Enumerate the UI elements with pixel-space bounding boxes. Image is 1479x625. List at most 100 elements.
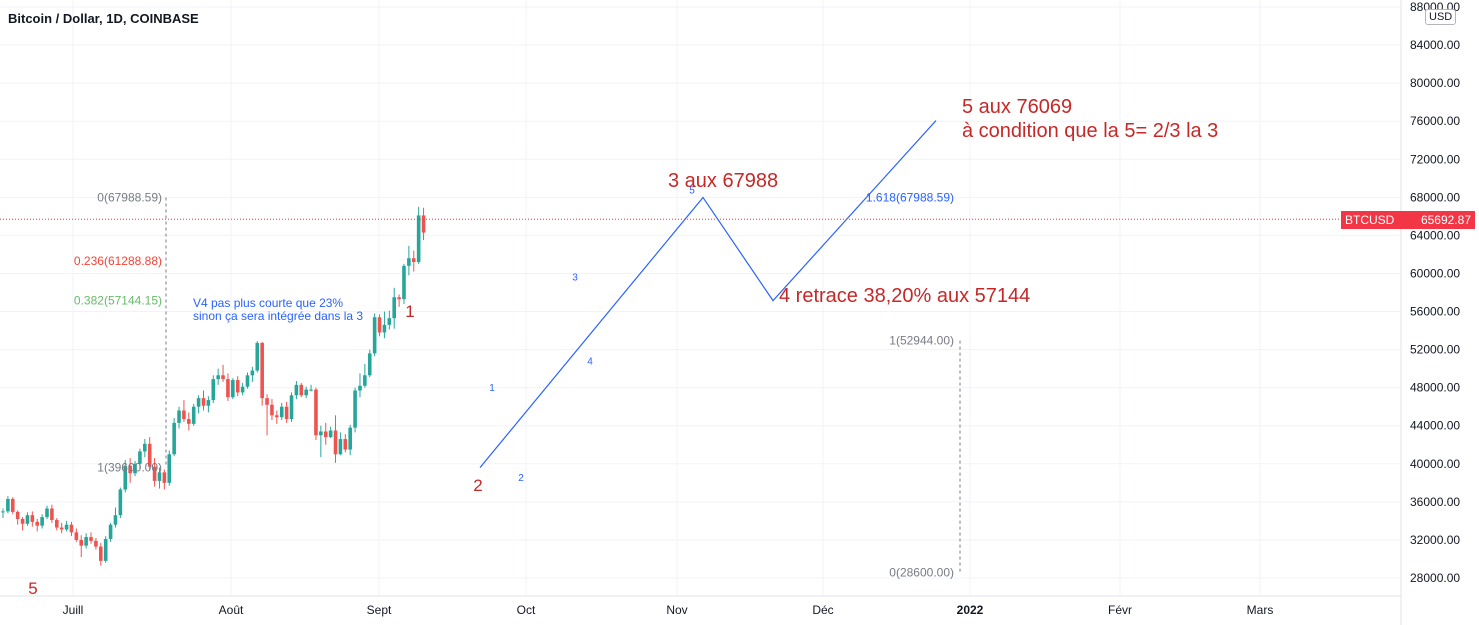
x-tick-label: Nov: [666, 603, 687, 617]
candle-body: [416, 215, 421, 263]
fib-extension-label: 1(52944.00): [889, 334, 954, 348]
candle-body: [314, 389, 318, 436]
x-tick-label: Août: [219, 603, 244, 617]
candle-body: [94, 540, 98, 547]
y-tick-label: 56000.00: [1410, 305, 1460, 319]
candle-body: [402, 265, 406, 300]
candle-body: [123, 465, 128, 490]
candle-body: [25, 515, 30, 524]
candle-body: [240, 386, 245, 393]
x-tick-label: Déc: [812, 603, 833, 617]
candle-body: [133, 463, 137, 474]
y-tick-label: 32000.00: [1410, 533, 1460, 547]
candle-body: [343, 439, 348, 450]
candle-body: [348, 427, 352, 450]
candle-body: [289, 395, 294, 420]
candle-body: [74, 532, 79, 540]
candle-body: [235, 380, 240, 393]
price-axis[interactable]: 88000.0084000.0080000.0076000.0072000.00…: [1410, 0, 1460, 585]
fib-level-label: 1(39600.00): [97, 461, 162, 475]
annotation-wave4: 4 retrace 38,20% aux 57144: [779, 285, 1030, 307]
sub-wave-label: 1: [489, 383, 495, 394]
candle-body: [304, 389, 308, 396]
y-tick-label: 76000.00: [1410, 114, 1460, 128]
candle-body: [103, 538, 108, 561]
candle-body: [152, 466, 157, 481]
candle-body: [54, 519, 59, 528]
wave-label: 2: [473, 476, 482, 495]
candle-body: [411, 258, 416, 263]
price-tag-value: 65692.87: [1420, 213, 1471, 227]
candle-body: [69, 524, 74, 533]
projection-path: [479, 120, 937, 468]
currency-badge[interactable]: USD: [1425, 9, 1457, 25]
candle-body: [157, 472, 162, 481]
candle-body: [299, 384, 304, 396]
candle-body: [226, 379, 230, 398]
drawings: 1 2 3 4 5 5 1 2 3 aux 67988 4 retrace 38,20% aux …: [28, 96, 1218, 598]
candle-body: [40, 517, 44, 526]
candle-body: [231, 380, 235, 398]
annotation-wave5-condition: à condition que la 5= 2/3 la 3: [962, 120, 1218, 142]
sub-wave-label: 3: [572, 273, 578, 284]
candle-body: [372, 317, 377, 354]
candle-body: [64, 524, 69, 530]
candle-body: [397, 297, 401, 300]
candle-body: [338, 439, 343, 455]
candle-body: [284, 406, 289, 420]
candle-body: [245, 375, 250, 387]
candle-body: [118, 489, 123, 516]
candle-body: [113, 515, 118, 525]
grid: [0, 0, 1401, 596]
candle-body: [99, 546, 103, 561]
annotation-v4-rule-2: sinon ça sera intégrée dans la 3: [193, 309, 363, 323]
candle-body: [328, 430, 333, 438]
y-tick-label: 80000.00: [1410, 76, 1460, 90]
y-tick-label: 28000.00: [1410, 571, 1460, 585]
candle-body: [275, 415, 279, 418]
candle-body: [84, 537, 88, 546]
candle-body: [162, 472, 167, 483]
time-axis[interactable]: Juill Août Sept Oct Nov Déc 2022 Févr Mars: [63, 603, 1274, 617]
candle-body: [265, 398, 269, 405]
y-tick-label: 40000.00: [1410, 457, 1460, 471]
candle-body: [255, 342, 260, 371]
candle-body: [50, 508, 54, 520]
candle-body: [387, 318, 392, 325]
candle-body: [45, 508, 49, 518]
candle-body: [35, 521, 40, 526]
candle-body: [172, 422, 176, 455]
fib-level-label: 0.382(57144.15): [74, 294, 162, 308]
fib-level-label: 0(67988.59): [97, 190, 162, 204]
candle-body: [10, 499, 15, 512]
candle-body: [211, 379, 216, 401]
candle-body: [30, 515, 35, 522]
candle-body: [270, 404, 274, 416]
fib-extension-label: 0(28600.00): [889, 565, 954, 579]
candle-body: [309, 389, 313, 391]
x-tick-label: Juill: [63, 603, 84, 617]
candle-body: [167, 454, 172, 483]
x-tick-label: Févr: [1108, 603, 1132, 617]
candle-body: [79, 539, 84, 546]
candle-body: [108, 524, 113, 539]
wave-label: 1: [405, 302, 414, 321]
symbol-title[interactable]: Bitcoin / Dollar, 1D, COINBASE: [8, 11, 199, 26]
y-tick-label: 64000.00: [1410, 228, 1460, 242]
candle-body: [392, 297, 396, 319]
candle-body: [216, 375, 220, 380]
candle-body: [358, 385, 362, 391]
candle-body: [201, 398, 206, 406]
annotation-v4-rule: V4 pas plus courte que 23%: [193, 296, 343, 310]
x-tick-label: Oct: [517, 603, 536, 617]
candle-body: [221, 375, 225, 380]
candle-body: [177, 410, 181, 423]
price-tag-ticker: BTCUSD: [1345, 213, 1395, 227]
y-tick-label: 68000.00: [1410, 190, 1460, 204]
candle-body: [196, 398, 201, 407]
candle-body: [319, 431, 323, 436]
annotation-wave3: 3 aux 67988: [668, 170, 778, 192]
fib-extension-label: 1.618(67988.59): [866, 190, 954, 204]
